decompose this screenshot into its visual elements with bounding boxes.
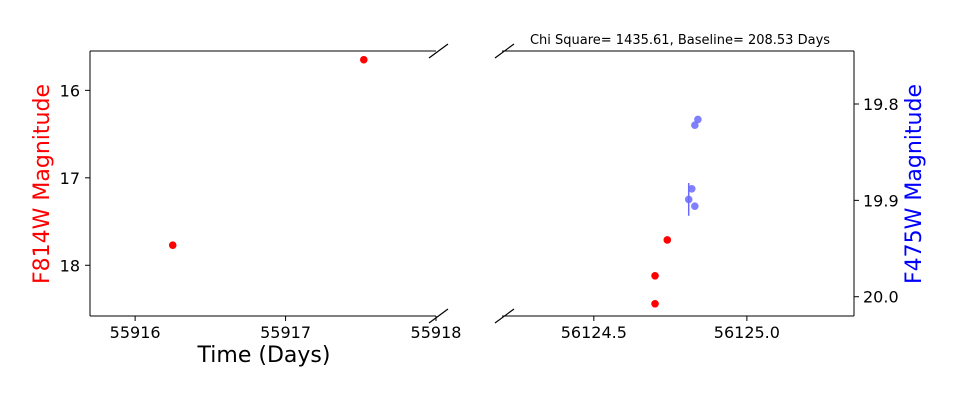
f814w-point <box>651 299 659 308</box>
axis-break-mark <box>428 43 449 59</box>
left-y-axis-title: F814W Magnitude <box>30 84 55 284</box>
axis-break-mark <box>428 308 449 324</box>
f814w-point <box>359 55 368 64</box>
f814w-point <box>168 241 177 249</box>
axis-break-mark <box>494 308 515 324</box>
x-tick-label: 55918 <box>411 323 462 342</box>
right-y-tick-label: 19.8 <box>863 95 899 114</box>
right-y-tick-label: 20.0 <box>863 288 899 307</box>
y-tick-label: 18 <box>60 256 80 275</box>
right-panel: 56124.5 56125.0 19.8 19.9 20.0 <box>502 50 899 342</box>
x-tick-label: 55916 <box>110 323 161 342</box>
f475w-point <box>687 185 696 193</box>
x-tick-label: 56125.0 <box>714 323 780 342</box>
x-axis-title: Time (Days) <box>197 343 331 368</box>
f475w-point <box>691 121 699 129</box>
y-tick-label: 16 <box>60 81 80 100</box>
x-tick-label: 56124.5 <box>561 323 627 342</box>
x-tick-label: 55917 <box>260 323 311 342</box>
left-panel: 55916 55917 55918 16 17 18 <box>60 50 462 342</box>
f475w-point <box>684 195 693 204</box>
axis-break-mark <box>494 43 515 59</box>
y-tick-label: 17 <box>60 169 80 188</box>
f475w-point <box>694 115 702 124</box>
f814w-point <box>651 271 659 280</box>
right-y-axis-title: F475W Magnitude <box>902 84 927 284</box>
f814w-point <box>663 236 672 244</box>
chart-title: Chi Square= 1435.61, Baseline= 208.53 Da… <box>530 33 830 48</box>
right-y-tick-label: 19.9 <box>863 191 899 210</box>
f475w-point <box>691 202 699 210</box>
